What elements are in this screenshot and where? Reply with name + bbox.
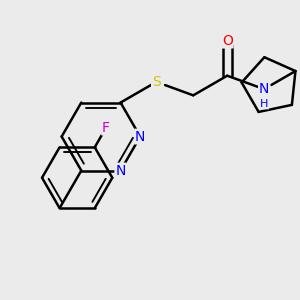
Text: H: H — [260, 99, 268, 109]
Text: S: S — [152, 75, 161, 89]
Text: F: F — [102, 121, 110, 135]
Text: N: N — [135, 130, 146, 144]
Text: O: O — [222, 34, 233, 48]
Text: N: N — [116, 164, 126, 178]
Text: N: N — [259, 82, 269, 96]
